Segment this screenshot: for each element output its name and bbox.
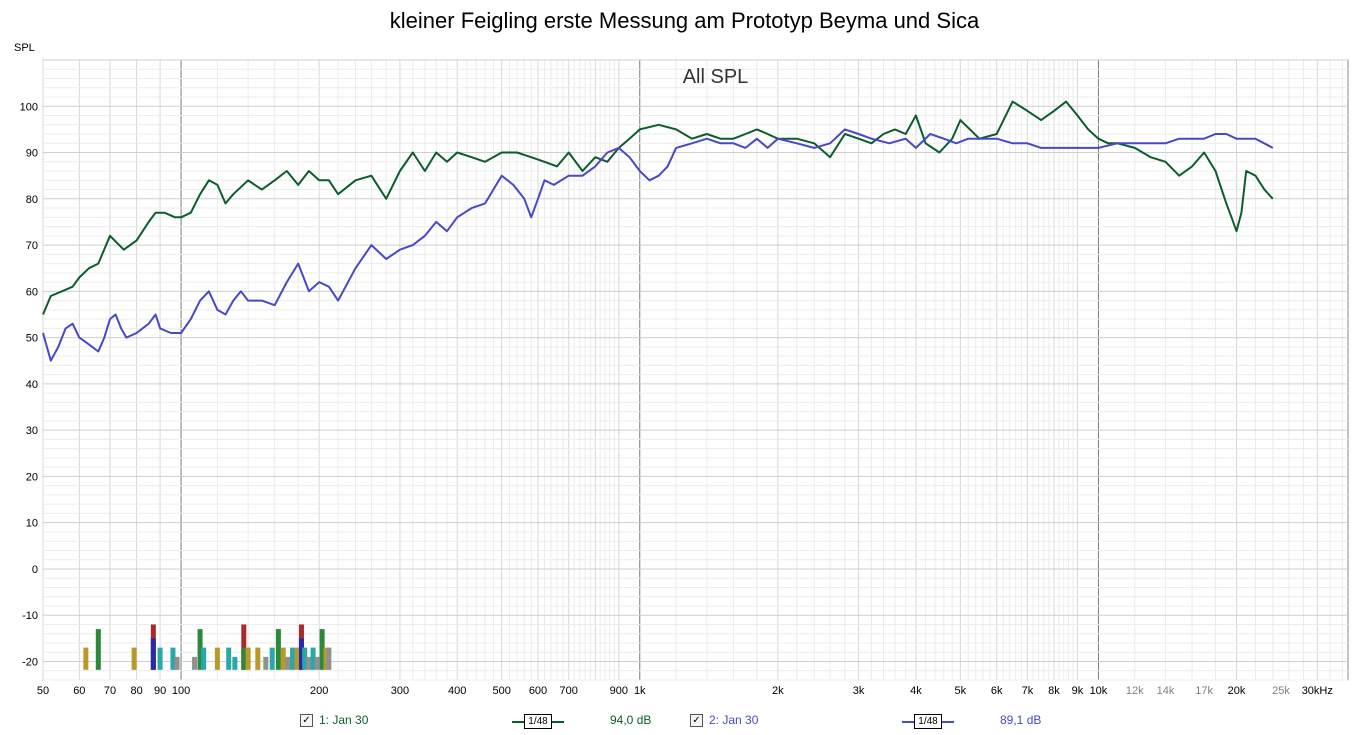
series-line-2 [42, 128, 1274, 362]
y-tick-label: 80 [26, 194, 38, 206]
legend-item-1[interactable]: ✓ 1: Jan 30 [300, 712, 368, 728]
bar [310, 647, 316, 670]
bar [280, 647, 286, 670]
bar [302, 647, 308, 670]
bar [323, 647, 329, 670]
y-axis-label: SPL [14, 42, 35, 54]
y-tick-label: -20 [22, 656, 38, 668]
smoothing-label-1: 1/48 [524, 714, 552, 729]
y-tick-label: 70 [26, 240, 38, 252]
bar [226, 647, 232, 670]
y-tick-label: 50 [26, 333, 38, 345]
bar [95, 629, 101, 670]
x-tick-label: 60 [73, 685, 85, 697]
x-tick-label: 9k [1072, 685, 1084, 697]
legend-level-1: 94,0 dB [610, 713, 652, 727]
legend-label-1: 1: Jan 30 [319, 713, 369, 727]
y-tick-label: 30 [26, 425, 38, 437]
y-tick-label: 20 [26, 471, 38, 483]
bar [192, 656, 198, 670]
bar [306, 656, 312, 670]
x-tick-label: 6k [991, 685, 1003, 697]
x-tick-label: 700 [560, 685, 578, 697]
legend-item-2[interactable]: ✓ 2: Jan 30 [690, 712, 758, 728]
x-tick-label: 30kHz [1302, 685, 1333, 697]
y-tick-label: 90 [26, 148, 38, 160]
bar [314, 656, 320, 670]
bar [326, 647, 332, 670]
x-tick-label: 10k [1090, 685, 1108, 697]
x-tick-label: 14k [1157, 685, 1175, 697]
x-tick-label: 5k [955, 685, 967, 697]
x-tick-label: 3k [853, 685, 865, 697]
bar [245, 647, 251, 670]
legend-checkbox-2[interactable]: ✓ [690, 713, 703, 727]
bar [263, 656, 269, 670]
bar [197, 629, 203, 670]
y-tick-label: 100 [20, 101, 38, 113]
bar [150, 638, 156, 670]
legend-level-2: 89,1 dB [1000, 713, 1042, 727]
bar [241, 647, 247, 670]
bar [174, 656, 180, 670]
bar [294, 647, 300, 670]
y-tick-label: 60 [26, 286, 38, 298]
x-tick-label: 900 [610, 685, 628, 697]
smoothing-button-2[interactable]: 1/48 [902, 713, 954, 729]
bar [255, 647, 261, 670]
x-tick-label: 25k [1272, 685, 1290, 697]
y-tick-label: 40 [26, 379, 38, 391]
x-tick-label: 2k [772, 685, 784, 697]
x-tick-label: 600 [529, 685, 547, 697]
x-tick-label: 100 [172, 685, 190, 697]
x-tick-label: 200 [310, 685, 328, 697]
bar [285, 656, 291, 670]
y-tick-label: -10 [22, 610, 38, 622]
bar [298, 638, 304, 670]
x-tick-label: 300 [391, 685, 409, 697]
x-tick-label: 500 [493, 685, 511, 697]
bar [214, 647, 220, 670]
x-tick-label: 400 [448, 685, 466, 697]
bar [157, 647, 163, 670]
x-tick-label: 17k [1195, 685, 1213, 697]
bar [131, 647, 137, 670]
bar [170, 647, 176, 670]
bar [232, 656, 238, 670]
x-tick-label: 80 [131, 685, 143, 697]
bar [241, 624, 247, 670]
smoothing-label-2: 1/48 [914, 714, 942, 729]
bar [275, 629, 281, 670]
plot-label: All SPL [683, 66, 749, 88]
chart-title: kleiner Feigling erste Messung am Protot… [389, 8, 980, 33]
legend-checkbox-1[interactable]: ✓ [300, 713, 313, 727]
plot-area [42, 59, 1349, 681]
x-tick-label: 12k [1126, 685, 1144, 697]
x-tick-label: 7k [1022, 685, 1034, 697]
bar [83, 647, 89, 670]
bar [269, 647, 275, 670]
y-tick-label: 10 [26, 518, 38, 530]
bar [201, 647, 207, 670]
smoothing-button-1[interactable]: 1/48 [512, 713, 564, 729]
series-line-1 [42, 100, 1274, 315]
bar [319, 629, 325, 670]
x-tick-label: 20k [1228, 685, 1246, 697]
x-tick-label: 50 [37, 685, 49, 697]
x-tick-label: 4k [910, 685, 922, 697]
x-tick-label: 90 [154, 685, 166, 697]
x-tick-label: 70 [104, 685, 116, 697]
y-tick-label: 0 [32, 564, 38, 576]
x-tick-label: 8k [1048, 685, 1060, 697]
bar [290, 647, 296, 670]
legend-label-2: 2: Jan 30 [709, 713, 759, 727]
x-tick-label: 1k [634, 685, 646, 697]
